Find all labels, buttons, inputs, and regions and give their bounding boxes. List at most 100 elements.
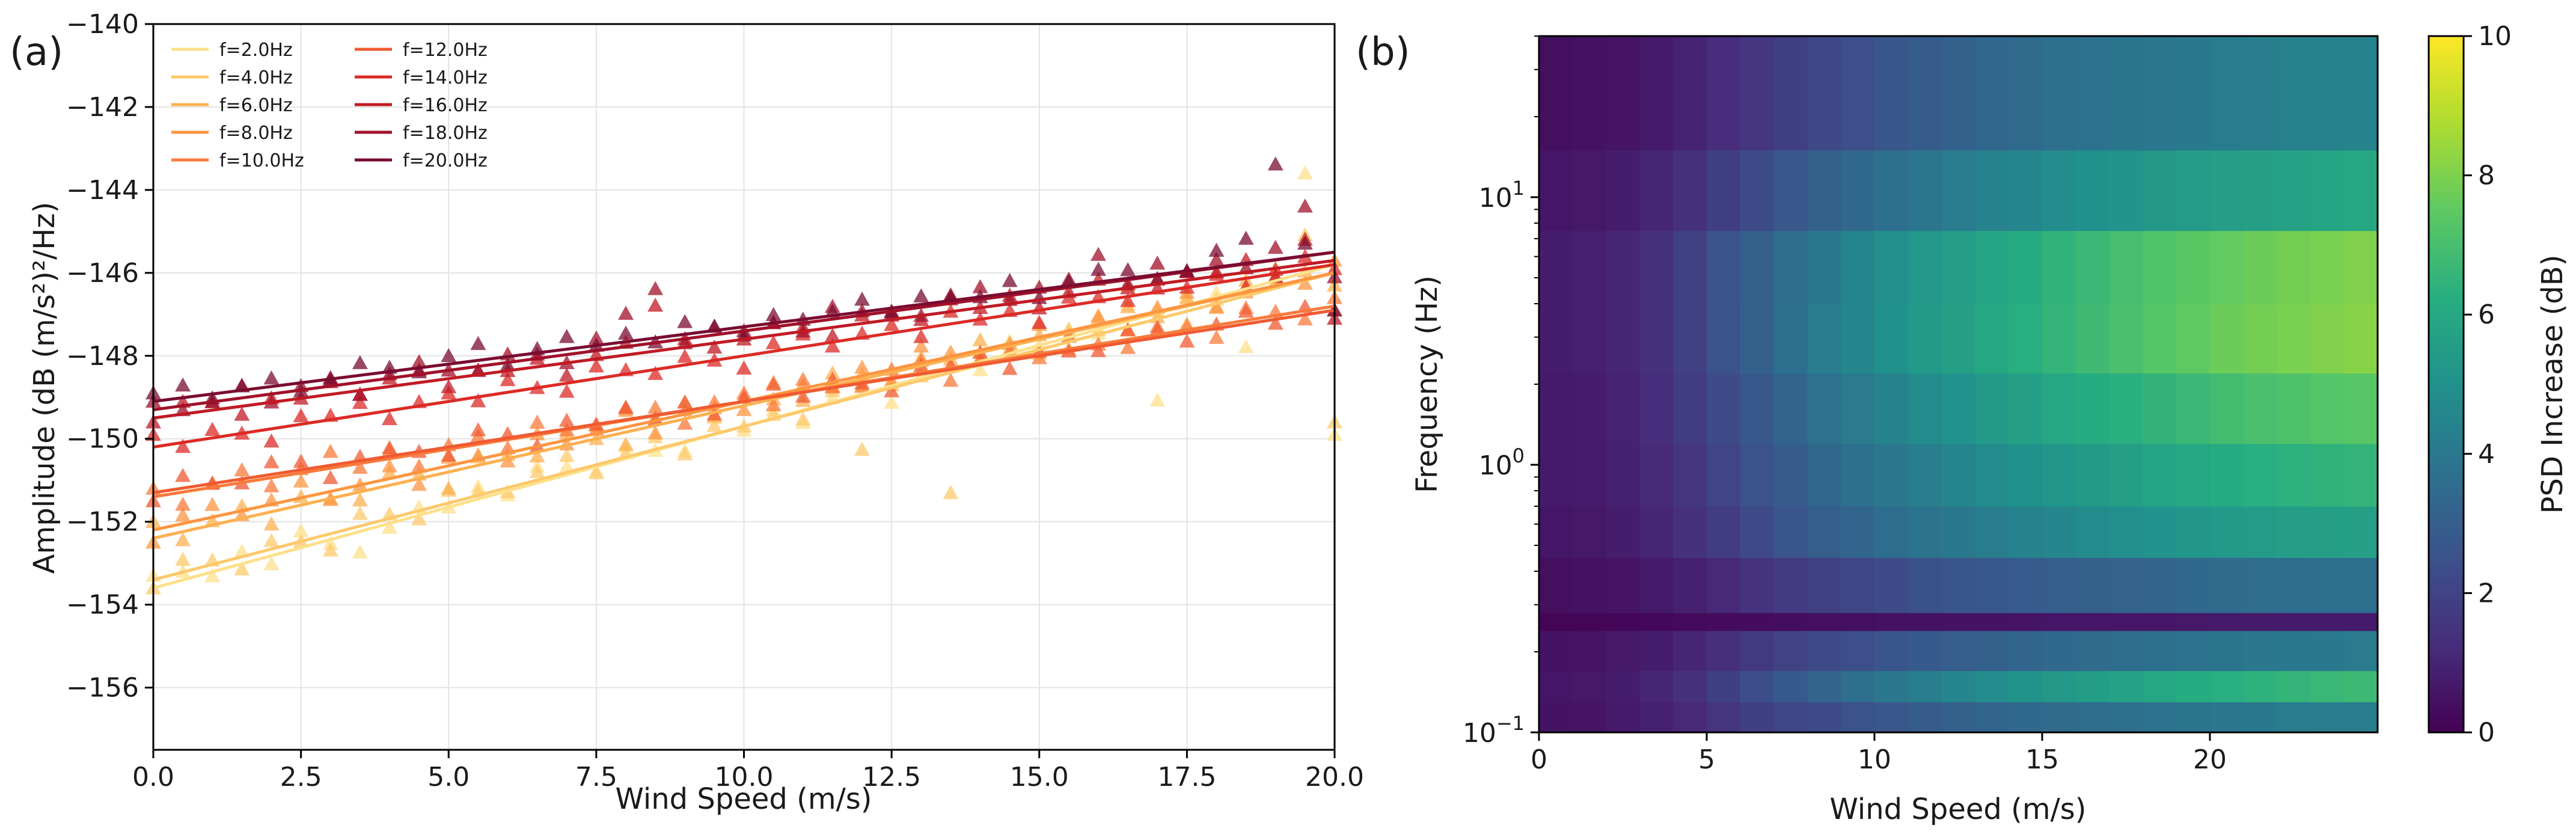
heatmap-cell xyxy=(1740,630,1775,672)
scatter-point xyxy=(411,511,427,526)
scatter-point xyxy=(1297,275,1313,290)
scatter-point xyxy=(529,448,545,463)
heatmap-cell xyxy=(1841,36,1875,151)
heatmap-cell xyxy=(2277,630,2311,672)
heatmap-cell xyxy=(1639,373,1674,444)
heatmap-cell xyxy=(2042,36,2076,151)
scatter-point xyxy=(558,384,575,398)
scatter-point xyxy=(647,366,664,380)
scatter-point xyxy=(913,329,929,343)
heatmap-cell xyxy=(1673,670,1707,702)
heatmap-cell xyxy=(2277,150,2311,231)
scatter-point xyxy=(854,441,870,456)
heatmap-cell xyxy=(1572,506,1607,558)
heatmap-cell xyxy=(2176,506,2210,558)
heatmap-cell xyxy=(2277,613,2311,631)
heatmap-cell xyxy=(2109,150,2143,231)
heatmap-cell xyxy=(1673,613,1707,631)
scatter-point xyxy=(529,464,545,478)
heatmap-cell xyxy=(2075,373,2110,444)
heatmap-cell xyxy=(1807,36,1841,151)
heatmap-cell xyxy=(1639,702,1674,733)
heatmap-cell xyxy=(1707,230,1741,304)
scatter-point xyxy=(322,444,338,458)
scatter-point xyxy=(382,520,397,534)
scatter-point xyxy=(175,377,191,392)
heatmap-cell xyxy=(2277,373,2311,444)
heatmap-cell xyxy=(2075,36,2110,151)
scatter-point xyxy=(1002,272,1018,287)
scatter-point xyxy=(352,459,368,474)
heatmap-cell xyxy=(2210,230,2244,304)
fit-line xyxy=(153,308,1335,494)
scatter-point xyxy=(234,561,250,576)
scatter-point xyxy=(263,478,280,492)
heatmap-cell xyxy=(1807,150,1841,231)
panel-a-y-tick-label: −140 xyxy=(66,9,139,40)
scatter-point xyxy=(1208,299,1225,313)
heatmap-cell xyxy=(2176,443,2210,507)
scatter-point xyxy=(647,425,664,440)
heatmap-cell xyxy=(1975,506,2009,558)
heatmap-cell xyxy=(2109,557,2143,613)
scatter-point xyxy=(382,411,397,426)
heatmap-cell xyxy=(2109,630,2143,672)
scatter-point xyxy=(441,348,457,363)
scatter-point xyxy=(1267,315,1283,330)
scatter-point xyxy=(795,388,811,403)
heatmap-cell xyxy=(1841,670,1875,702)
panel-b-y-tick-label: 10−1 xyxy=(1463,712,1525,749)
heatmap-cell xyxy=(2008,630,2043,672)
scatter-point xyxy=(234,543,250,558)
heatmap-cell xyxy=(2277,36,2311,151)
heatmap-cell xyxy=(2344,150,2378,231)
heatmap-cell xyxy=(1941,670,1975,702)
scatter-point xyxy=(411,458,427,473)
scatter-point xyxy=(1031,314,1047,329)
heatmap-cell xyxy=(2075,443,2110,507)
heatmap-cell xyxy=(2143,557,2177,613)
heatmap-cell xyxy=(2344,304,2378,374)
heatmap-cell xyxy=(2042,702,2076,733)
heatmap-cell xyxy=(1874,36,1909,151)
scatter-point xyxy=(677,446,693,461)
legend-label: f=16.0Hz xyxy=(403,95,488,116)
heatmap-cell xyxy=(1539,150,1573,231)
fit-line xyxy=(153,250,1335,403)
heatmap-cell xyxy=(1673,702,1707,733)
heatmap-cell xyxy=(2243,506,2278,558)
scatter-point xyxy=(204,568,221,583)
heatmap-cell xyxy=(2210,506,2244,558)
heatmap-cell xyxy=(1975,670,2009,702)
heatmap-cell xyxy=(1606,670,1640,702)
scatter-point xyxy=(204,497,221,511)
scatter-point xyxy=(263,370,280,385)
panel-b-y-ticks: 10−1 100 101 xyxy=(1463,35,1539,749)
heatmap-cell xyxy=(1908,557,1942,613)
legend-label: f=14.0Hz xyxy=(403,67,488,88)
panel-a-fit-lines xyxy=(153,250,1335,590)
heatmap-cell xyxy=(2075,670,2110,702)
scatter-point xyxy=(500,372,516,387)
scatter-point xyxy=(558,412,575,427)
heatmap-cell xyxy=(1606,702,1640,733)
panel-a-y-tick-label: −150 xyxy=(66,424,139,455)
panel-b-x-tick-label: 20 xyxy=(2193,744,2227,775)
legend-label: f=4.0Hz xyxy=(219,67,293,88)
heatmap-cell xyxy=(2143,613,2177,631)
heatmap-cell xyxy=(1707,443,1741,507)
scatter-point xyxy=(382,458,397,473)
panel-b-y-tick-label: 100 xyxy=(1479,444,1525,481)
heatmap-cell xyxy=(2143,304,2177,374)
heatmap-cell xyxy=(1941,443,1975,507)
heatmap-cell xyxy=(2143,230,2177,304)
scatter-point xyxy=(1179,333,1195,348)
heatmap-cell xyxy=(2176,670,2210,702)
heatmap-cell xyxy=(2344,557,2378,613)
heatmap-cell xyxy=(1673,506,1707,558)
heatmap-cell xyxy=(1673,150,1707,231)
heatmap-cell xyxy=(1941,630,1975,672)
scatter-point xyxy=(884,317,900,331)
scatter-point xyxy=(618,325,634,340)
